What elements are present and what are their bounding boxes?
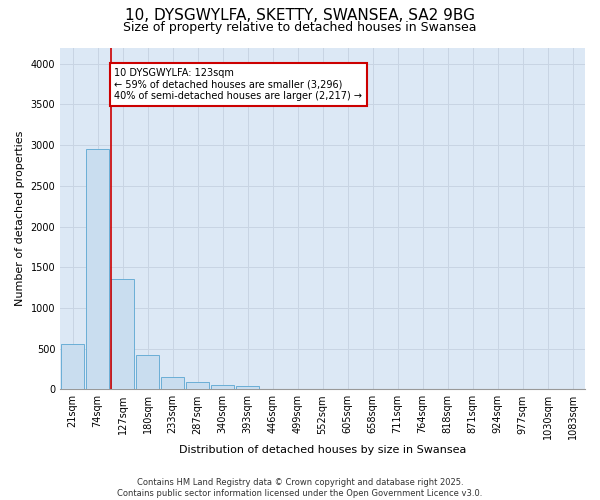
- Text: Size of property relative to detached houses in Swansea: Size of property relative to detached ho…: [123, 22, 477, 35]
- Y-axis label: Number of detached properties: Number of detached properties: [15, 130, 25, 306]
- X-axis label: Distribution of detached houses by size in Swansea: Distribution of detached houses by size …: [179, 445, 466, 455]
- Bar: [86, 149, 109, 390]
- Text: 10 DYSGWYLFA: 123sqm
← 59% of detached houses are smaller (3,296)
40% of semi-de: 10 DYSGWYLFA: 123sqm ← 59% of detached h…: [115, 68, 362, 101]
- Text: Contains HM Land Registry data © Crown copyright and database right 2025.
Contai: Contains HM Land Registry data © Crown c…: [118, 478, 482, 498]
- Bar: [136, 355, 159, 390]
- Text: 10, DYSGWYLFA, SKETTY, SWANSEA, SA2 9BG: 10, DYSGWYLFA, SKETTY, SWANSEA, SA2 9BG: [125, 8, 475, 22]
- Bar: [161, 376, 184, 390]
- Bar: [187, 382, 209, 390]
- Bar: [112, 280, 134, 390]
- Bar: [211, 385, 234, 390]
- Bar: [61, 344, 84, 390]
- Bar: [236, 386, 259, 390]
